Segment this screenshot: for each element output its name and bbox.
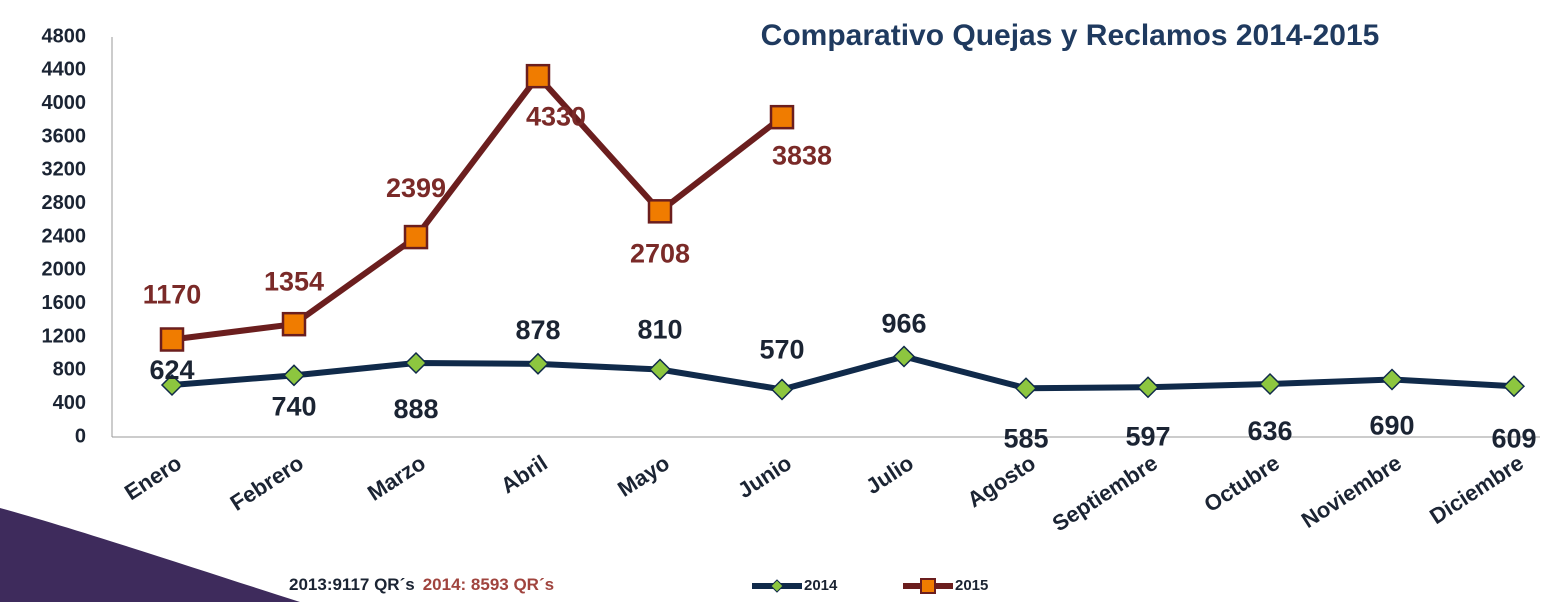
data-label: 966 [881, 309, 926, 339]
x-tick-label: Agosto [963, 450, 1040, 512]
footer-note: 2013:9117 QR´s 2014: 8593 QR´s [289, 575, 554, 594]
data-label: 585 [1003, 423, 1048, 453]
data-label: 888 [393, 394, 438, 424]
x-tick-label: Octubre [1200, 450, 1284, 517]
line-marker [648, 358, 672, 381]
data-label: 624 [149, 355, 194, 385]
y-tick-label: 2400 [42, 225, 87, 247]
footer-text: 2014: 8593 QR´s [423, 575, 554, 594]
legend-marker [920, 578, 936, 594]
decor-wedge [0, 508, 300, 602]
legend-label: 2015 [955, 577, 988, 594]
data-label: 1354 [264, 266, 324, 296]
y-tick-label: 4800 [42, 25, 87, 47]
legend-marker [770, 579, 784, 593]
line-marker [769, 104, 795, 130]
y-tick-label: 1200 [42, 325, 87, 347]
line-marker [282, 364, 306, 387]
y-tick-label: 0 [75, 425, 86, 447]
data-label: 2708 [630, 238, 690, 268]
line-marker [403, 224, 429, 250]
y-tick-label: 400 [53, 392, 86, 414]
line-marker [770, 378, 794, 401]
x-tick-label: Marzo [363, 450, 430, 506]
line-marker [892, 345, 916, 368]
data-label: 1170 [143, 280, 202, 310]
x-tick-label: Abril [496, 450, 552, 498]
y-tick-label: 4000 [42, 92, 87, 114]
data-label: 878 [515, 315, 560, 345]
x-tick-label: Septiembre [1048, 450, 1162, 536]
x-tick-label: Diciembre [1425, 450, 1528, 529]
line-marker [1136, 376, 1160, 399]
y-tick-label: 800 [53, 359, 86, 381]
x-tick-label: Noviembre [1297, 450, 1406, 533]
data-label: 2399 [386, 173, 446, 203]
line-marker [160, 373, 184, 397]
data-label: 570 [759, 335, 804, 365]
y-tick-label: 2800 [42, 192, 87, 214]
x-tick-label: Febrero [226, 450, 308, 516]
y-tick-label: 2000 [42, 259, 87, 281]
data-label: 4330 [526, 101, 586, 131]
data-label: 740 [271, 391, 316, 421]
line-marker [526, 352, 550, 375]
chart-title: Comparativo Quejas y Reclamos 2014-2015 [761, 19, 1380, 52]
line-marker [1502, 375, 1526, 398]
y-tick-label: 4400 [42, 59, 87, 81]
footer-text: 2013:9117 QR´s [289, 575, 415, 594]
data-label: 810 [637, 315, 682, 345]
data-label: 609 [1491, 423, 1536, 453]
x-tick-label: Julio [861, 450, 918, 499]
y-tick-label: 1600 [42, 292, 87, 314]
line-marker [159, 327, 185, 352]
x-tick-label: Mayo [613, 450, 674, 502]
data-label: 690 [1369, 411, 1414, 441]
series-line [171, 73, 784, 343]
data-label: 3838 [772, 140, 832, 170]
data-label: 636 [1247, 416, 1292, 446]
line-marker [281, 311, 307, 337]
line-marker [1380, 368, 1404, 391]
data-label: 597 [1125, 421, 1170, 451]
series-line [171, 353, 1515, 393]
line-marker [525, 63, 551, 89]
line-marker [1258, 372, 1282, 396]
line-marker [1014, 377, 1038, 400]
y-tick-label: 3200 [42, 159, 87, 181]
legend-label: 2014 [804, 577, 838, 594]
x-tick-label: Junio [733, 450, 796, 503]
y-tick-label: 3600 [42, 125, 87, 147]
line-marker [404, 351, 428, 375]
x-tick-label: Enero [120, 450, 186, 505]
line-marker [647, 199, 673, 224]
